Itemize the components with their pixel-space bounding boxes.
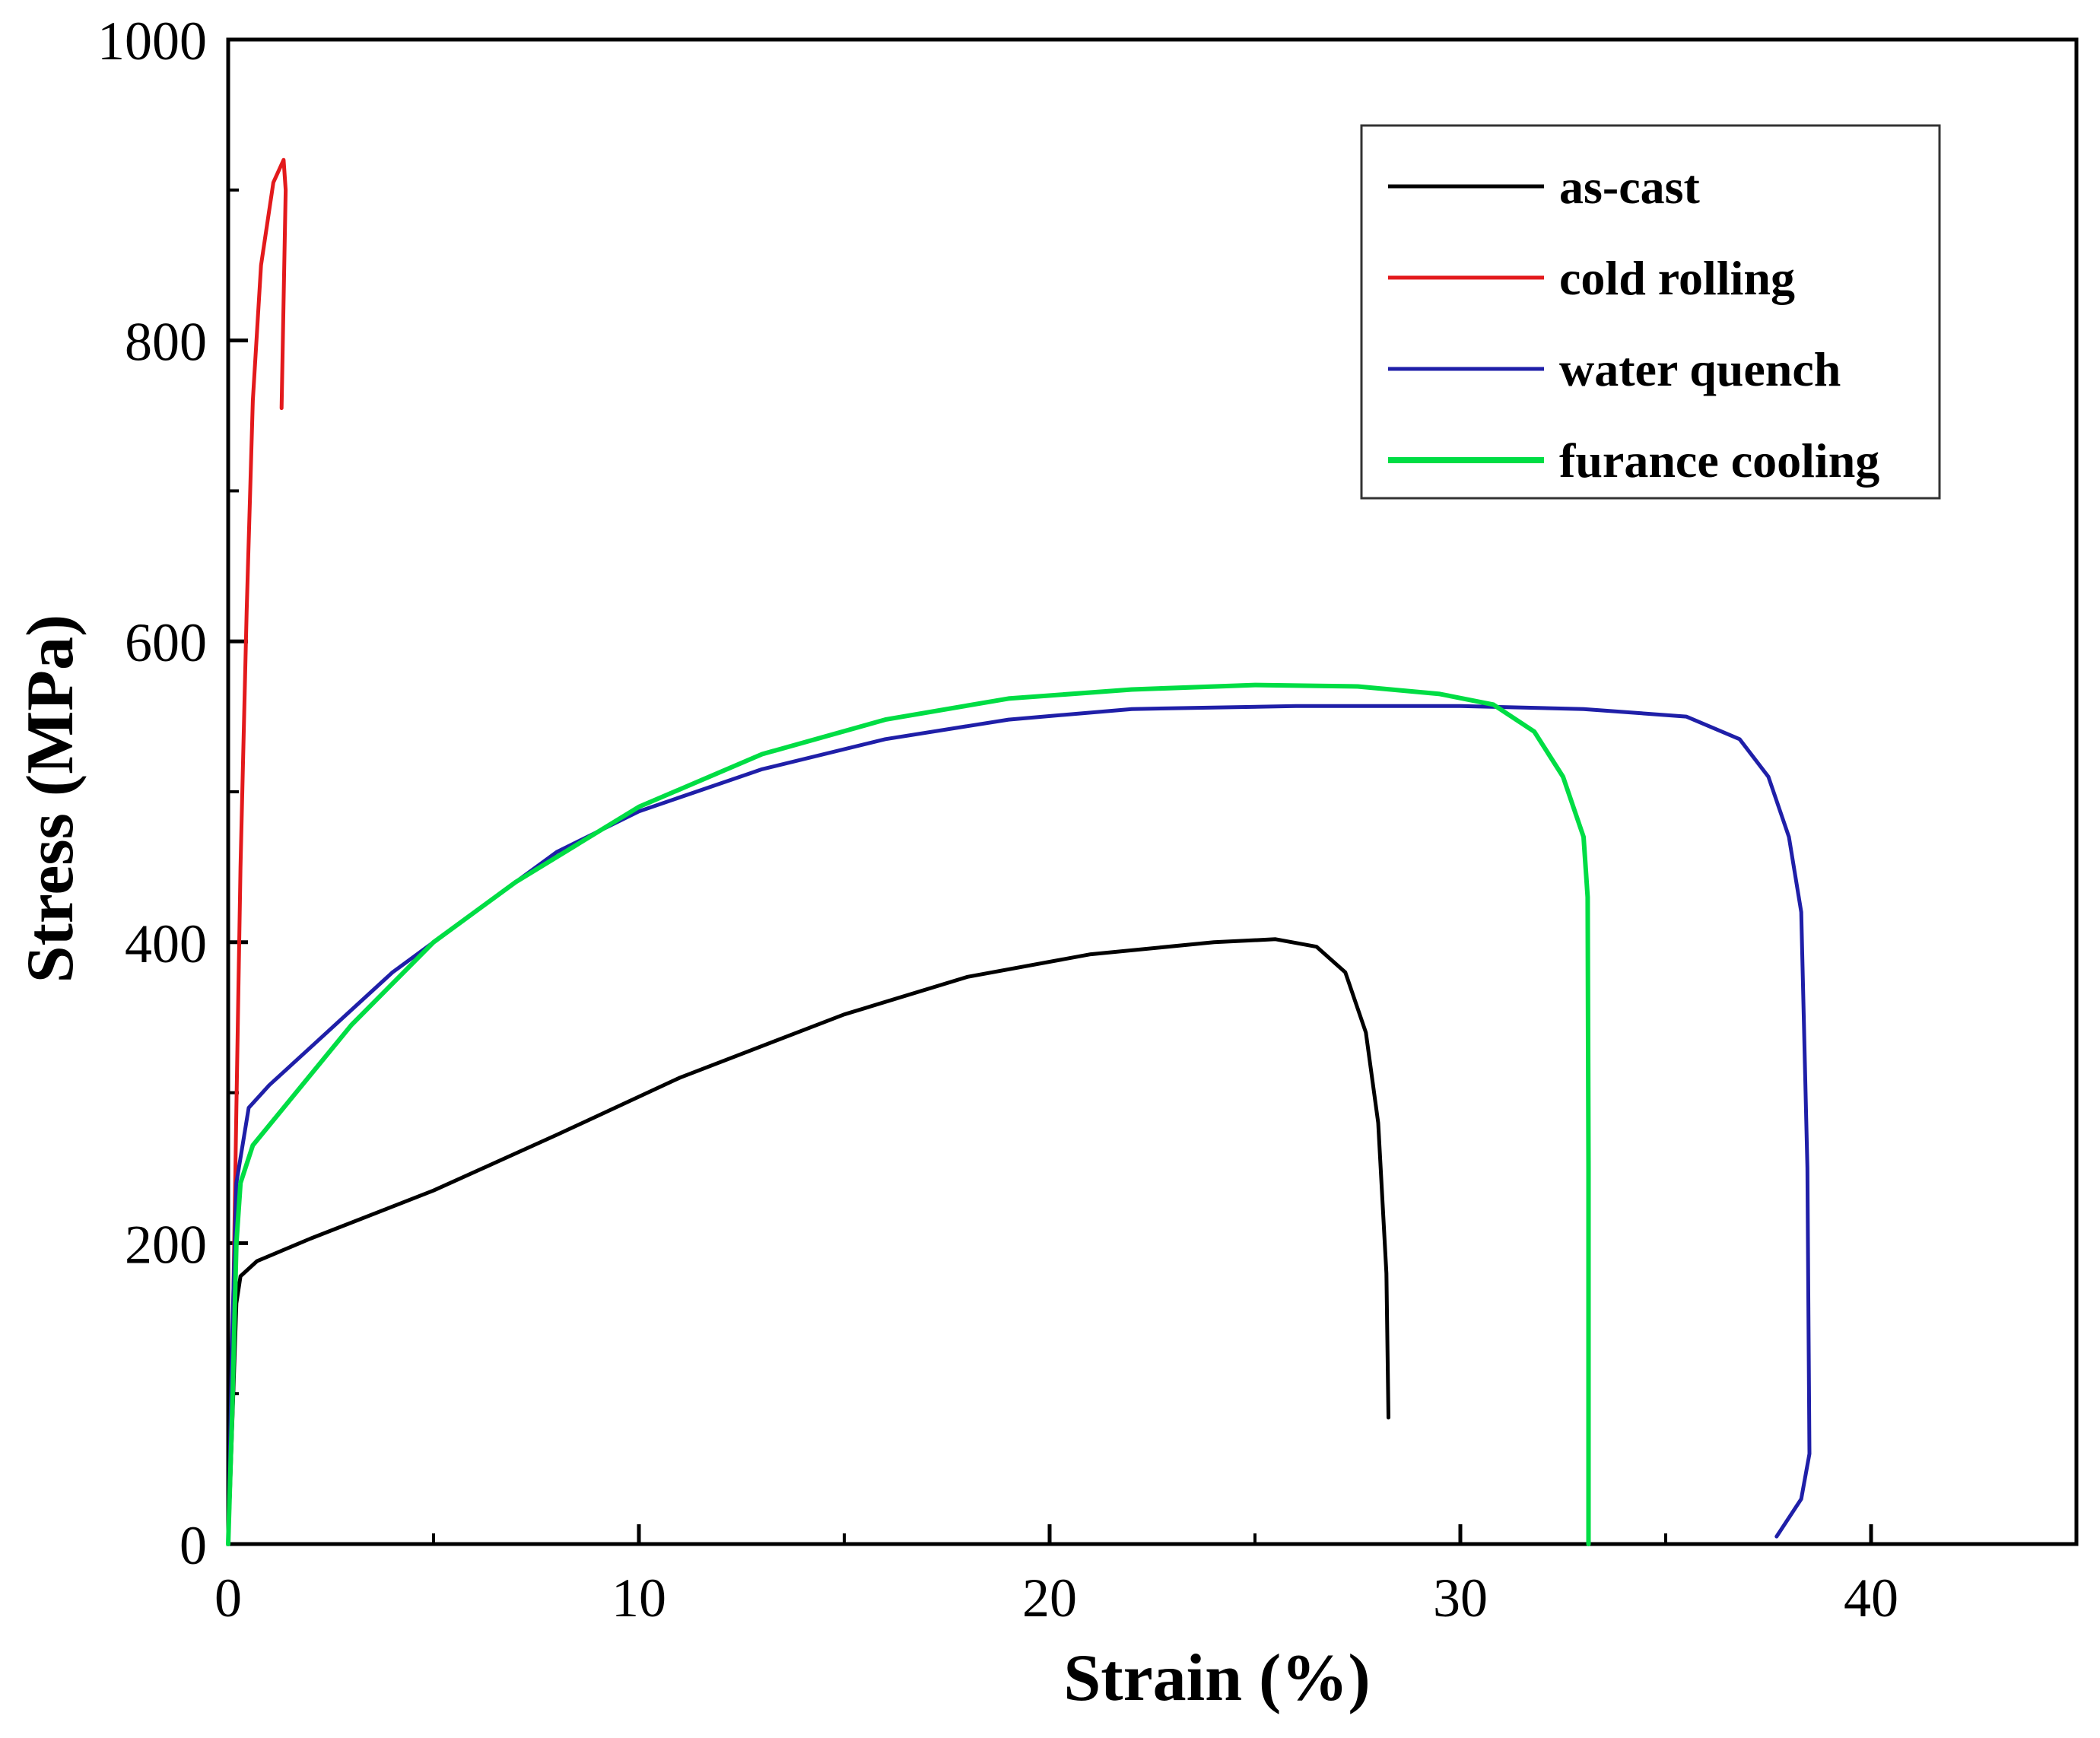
legend-label-as-cast: as-cast [1559, 160, 1701, 214]
legend-label-water-quench: water quench [1559, 342, 1841, 396]
y-tick-label: 0 [180, 1515, 207, 1576]
series-line-water-quench [226, 704, 1812, 1546]
y-tick-label: 400 [125, 913, 207, 974]
y-tick-label: 600 [125, 612, 207, 673]
series-line-as-cast [226, 937, 1390, 1546]
x-tick-label: 20 [1022, 1568, 1077, 1628]
y-tick-label: 200 [125, 1214, 207, 1275]
legend-label-cold-rolling: cold rolling [1559, 251, 1795, 305]
x-tick-label: 30 [1433, 1568, 1488, 1628]
x-axis-title: Strain (%) [1063, 1641, 1370, 1715]
series-layer [226, 157, 1812, 1546]
x-tick-label: 0 [214, 1568, 242, 1628]
y-tick-label: 1000 [97, 11, 207, 71]
y-axis-title: Stress (MPa) [14, 615, 87, 983]
x-tick-label: 40 [1844, 1568, 1898, 1628]
series-line-furance-cooling [226, 682, 1591, 1546]
y-tick-label: 800 [125, 312, 207, 373]
legend: as-cast cold rolling water quench furance c… [1360, 124, 1941, 500]
legend-label-furance-cooling: furance cooling [1559, 434, 1879, 488]
x-tick-label: 10 [612, 1568, 666, 1628]
